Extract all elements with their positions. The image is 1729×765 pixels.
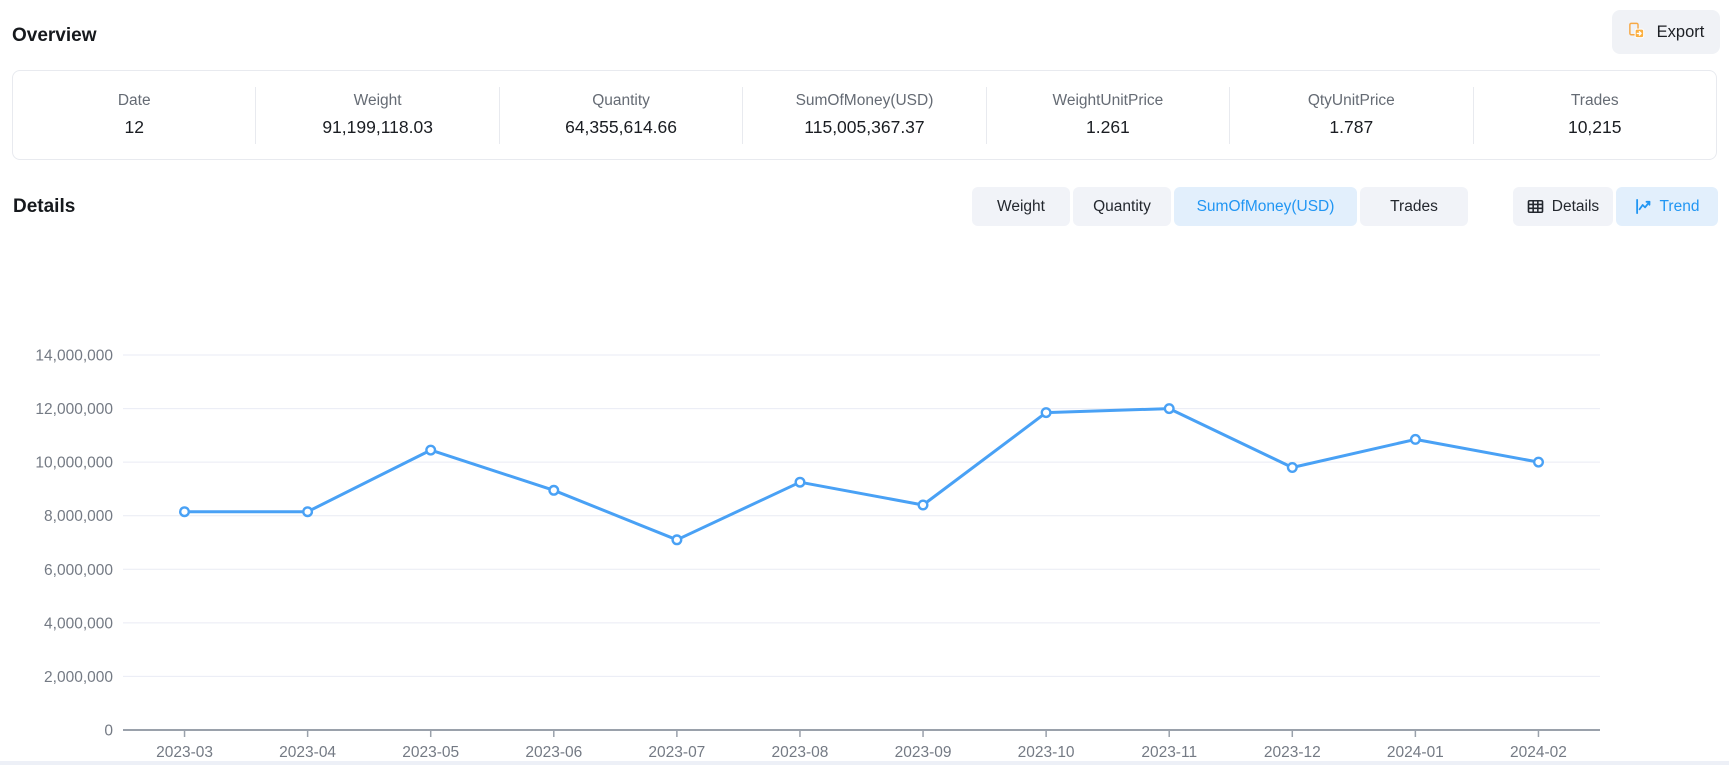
export-icon: [1628, 22, 1649, 43]
data-point[interactable]: [1532, 456, 1544, 468]
x-tick-label: 2023-05: [402, 744, 459, 761]
stat-Trades: Trades 10,215: [1474, 71, 1716, 159]
x-tick-label: 2023-03: [156, 744, 213, 761]
tab-quantity[interactable]: Quantity: [1073, 187, 1171, 226]
view-tab-trend[interactable]: Trend: [1616, 187, 1718, 226]
x-tick-label: 2023-04: [279, 744, 336, 761]
y-tick-label: 14,000,000: [35, 348, 113, 365]
data-point[interactable]: [302, 506, 314, 518]
overview-stats: Date 12 Weight 91,199,118.03 Quantity 64…: [12, 70, 1717, 160]
trend-chart[interactable]: 0 2,000,000 4,000,000 6,000,000 8,000,000 10,…: [0, 250, 1729, 765]
y-tick-label: 6,000,000: [44, 562, 113, 579]
x-tick-label: 2023-06: [525, 744, 582, 761]
data-point[interactable]: [794, 476, 806, 488]
stat-divider: [985, 86, 987, 144]
data-point[interactable]: [1163, 403, 1175, 415]
trend-line: [183, 407, 1540, 542]
y-tick-label: 12,000,000: [35, 401, 113, 418]
stat-label: QtyUnitPrice: [1307, 92, 1395, 109]
x-tick-label: 2024-01: [1387, 744, 1444, 761]
tab-label: Quantity: [1093, 197, 1151, 215]
y-tick-label: 10,000,000: [35, 455, 113, 472]
y-tick-label: 4,000,000: [44, 615, 113, 632]
data-point[interactable]: [425, 444, 437, 456]
export-button-label: Export: [1656, 22, 1705, 41]
stat-Weight: Weight 91,199,118.03: [256, 71, 498, 159]
overview-title: Overview: [12, 25, 97, 46]
data-point[interactable]: [1040, 407, 1052, 419]
data-point[interactable]: [1409, 433, 1421, 445]
bottom-divider: [0, 761, 1729, 765]
stat-value: 10,215: [1567, 117, 1622, 137]
tab-label: Weight: [997, 197, 1045, 215]
stat-label: Trades: [1570, 92, 1619, 109]
stat-WeightUnitPrice: WeightUnitPrice 1.261: [987, 71, 1229, 159]
stat-value: 64,355,614.66: [565, 117, 678, 137]
stat-label: SumOfMoney(USD): [795, 92, 934, 109]
metric-tab-group: Weight Quantity SumOfMoney(USD) Trades: [972, 187, 1468, 226]
stat-label: WeightUnitPrice: [1052, 92, 1164, 109]
data-point[interactable]: [671, 534, 683, 546]
stat-value: 12: [124, 117, 144, 137]
tab-label: Trend: [1659, 197, 1700, 215]
x-axis-ticks: [183, 731, 1540, 737]
y-tick-label: 8,000,000: [44, 508, 113, 525]
x-tick-label: 2024-02: [1510, 744, 1567, 761]
data-point[interactable]: [917, 499, 929, 511]
stat-divider: [498, 86, 500, 144]
table-icon: [1527, 198, 1544, 215]
stat-QtyUnitPrice: QtyUnitPrice 1.787: [1230, 71, 1472, 159]
stat-SumOfMoney(USD): SumOfMoney(USD) 115,005,367.37: [743, 71, 985, 159]
y-axis-labels: 0 2,000,000 4,000,000 6,000,000 8,000,000 10,…: [35, 348, 113, 740]
stat-label: Weight: [353, 92, 402, 109]
x-axis-labels: 2023-03 2023-04 2023-05 2023-06 2023-07 2023-…: [156, 744, 1567, 761]
stat-divider: [1472, 86, 1474, 144]
stat-value: 1.787: [1329, 117, 1374, 137]
stat-divider: [742, 86, 744, 144]
x-tick-label: 2023-08: [772, 744, 829, 761]
stat-label: Quantity: [592, 92, 650, 109]
y-tick-label: 0: [104, 723, 113, 740]
data-point[interactable]: [548, 484, 560, 496]
view-tab-group: Details Trend: [1513, 187, 1718, 226]
data-point[interactable]: [178, 506, 190, 518]
view-tab-details[interactable]: Details: [1513, 187, 1613, 226]
tab-trades[interactable]: Trades: [1360, 187, 1468, 226]
details-title: Details: [13, 196, 76, 217]
trend-icon: [1635, 198, 1652, 215]
stat-divider: [255, 86, 257, 144]
stat-value: 1.261: [1086, 117, 1130, 137]
tab-label: Details: [1551, 197, 1600, 215]
stat-label: Date: [117, 92, 151, 109]
x-tick-label: 2023-11: [1141, 744, 1197, 761]
tab-sumofmoney-usd-[interactable]: SumOfMoney(USD): [1174, 187, 1357, 226]
stat-value: 91,199,118.03: [322, 117, 433, 137]
export-button[interactable]: Export: [1612, 10, 1720, 54]
x-tick-label: 2023-10: [1018, 744, 1075, 761]
stat-Date: Date 12: [13, 71, 255, 159]
stat-Quantity: Quantity 64,355,614.66: [500, 71, 742, 159]
stat-divider: [1229, 86, 1231, 144]
tab-weight[interactable]: Weight: [972, 187, 1070, 226]
tab-label: Trades: [1390, 197, 1438, 215]
data-point[interactable]: [1286, 461, 1298, 473]
y-tick-label: 2,000,000: [44, 669, 113, 686]
x-tick-label: 2023-12: [1264, 744, 1321, 761]
stat-value: 115,005,367.37: [804, 117, 925, 137]
x-tick-label: 2023-07: [648, 744, 705, 761]
tab-label: SumOfMoney(USD): [1196, 197, 1335, 215]
x-tick-label: 2023-09: [895, 744, 952, 761]
chart-gridlines: [123, 354, 1600, 677]
